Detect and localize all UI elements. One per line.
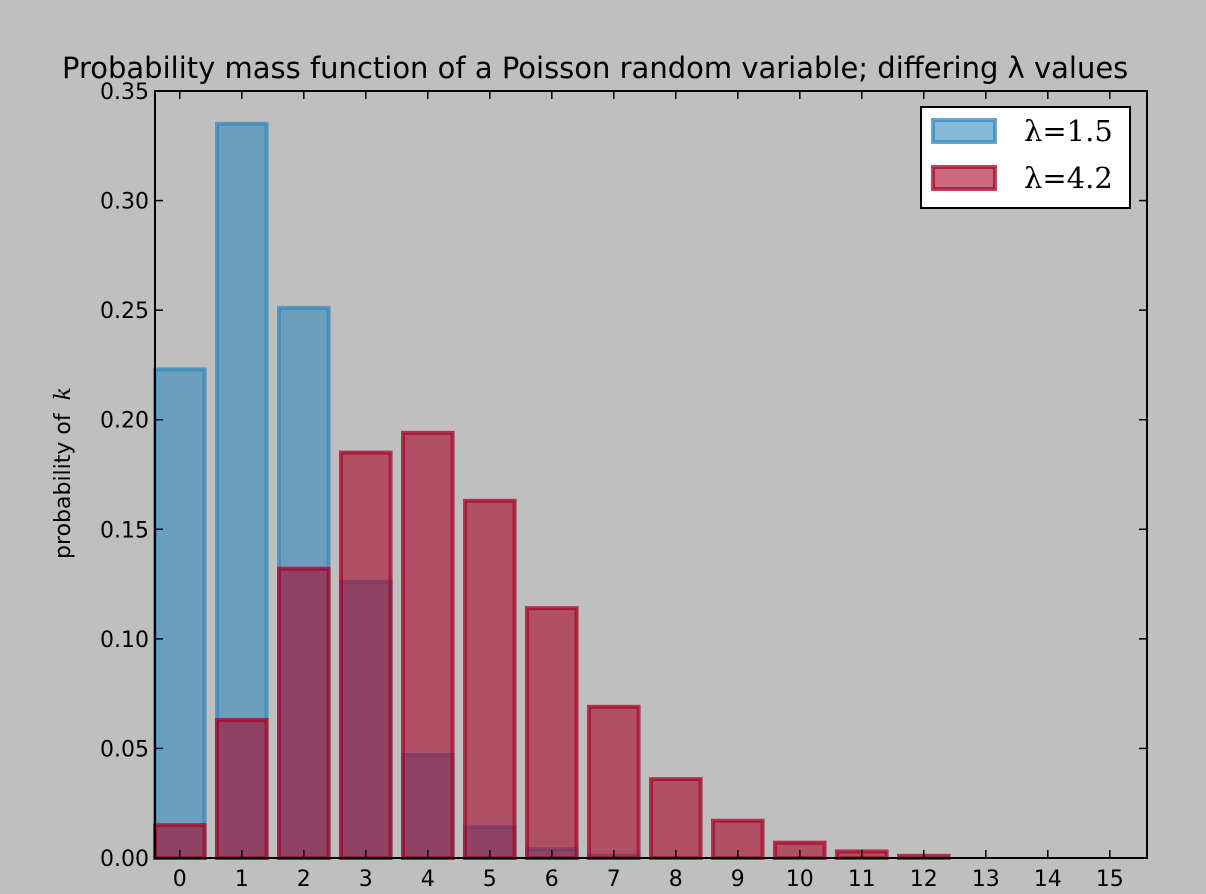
bar-series-1-k-5 — [463, 498, 517, 860]
ticks-group: 0.000.050.100.150.200.250.300.350 1 2 3 4 5 6 7… — [100, 80, 1147, 892]
x-tick-label: 4 — [421, 867, 435, 890]
bar-series-1-k-3 — [339, 450, 393, 860]
legend: λ=1.5 λ=4.2 — [920, 106, 1131, 209]
legend-label-0: λ=1.5 — [1024, 114, 1113, 148]
x-tick-label: 12 — [910, 867, 938, 890]
y-axis-label: probability of k — [51, 387, 76, 559]
bar-series-1-k-8 — [649, 777, 703, 861]
x-tick-label: 5 — [483, 867, 497, 890]
bar-series-1-k-2 — [277, 566, 331, 861]
y-tick-label: 0.00 — [100, 847, 149, 872]
x-tick-label: 11 — [848, 867, 876, 890]
x-tick-label: 14 — [1034, 867, 1062, 890]
bar-series-0-k-0 — [153, 367, 207, 860]
bars-group — [153, 121, 951, 861]
chart-title: Probability mass function of a Poisson r… — [62, 51, 1128, 85]
x-tick-label: 15 — [1096, 867, 1124, 890]
x-tick-label: 7 — [607, 867, 621, 890]
y-tick-label: 0.25 — [100, 299, 149, 324]
legend-swatch-1 — [931, 165, 997, 191]
x-tick-label: 1 — [235, 867, 249, 890]
y-tick-label: 0.30 — [100, 190, 149, 215]
y-tick-label: 0.10 — [100, 628, 149, 653]
x-tick-label: 13 — [972, 867, 1000, 890]
x-tick-label: 2 — [297, 867, 311, 890]
bar-series-1-k-7 — [587, 704, 641, 861]
x-tick-label: 0 — [173, 867, 187, 890]
bar-series-1-k-4 — [401, 430, 455, 860]
bar-series-1-k-6 — [525, 606, 579, 860]
y-axis-label-text: probability of — [51, 412, 76, 559]
y-tick-label: 0.20 — [100, 409, 149, 434]
y-axis-label-variable: k — [51, 387, 76, 400]
y-tick-label: 0.15 — [100, 518, 149, 543]
legend-swatch-0 — [931, 118, 997, 144]
x-tick-label: 6 — [545, 867, 559, 890]
x-tick-label: 10 — [786, 867, 814, 890]
x-tick-label: 8 — [669, 867, 683, 890]
legend-label-1: λ=4.2 — [1024, 161, 1113, 195]
x-tick-label: 3 — [359, 867, 373, 890]
plot-frame — [154, 90, 1148, 859]
x-tick-label: 9 — [731, 867, 745, 890]
y-tick-label: 0.35 — [100, 80, 149, 105]
y-tick-label: 0.05 — [100, 737, 149, 762]
bar-series-1-k-1 — [215, 717, 269, 860]
